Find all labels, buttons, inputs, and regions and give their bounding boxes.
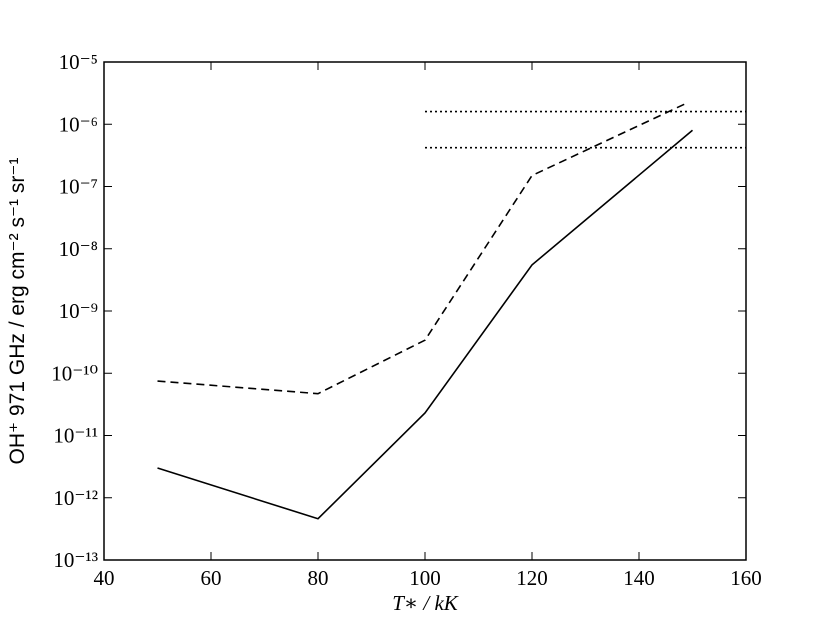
y-tick-label: 10⁻⁷ (59, 175, 98, 199)
line-series (157, 102, 688, 395)
y-tick-label: 10⁻¹³ (53, 548, 98, 572)
y-tick-label: 10⁻⁵ (59, 50, 98, 74)
x-tick-label: 80 (308, 566, 329, 590)
y-tick-label: 10⁻¹⁰ (51, 361, 98, 385)
x-tick-label: 100 (409, 566, 441, 590)
x-tick-label: 120 (516, 566, 548, 590)
x-tick-label: 40 (94, 566, 115, 590)
y-tick-label: 10⁻⁹ (59, 299, 98, 323)
y-axis-label: OH⁺ 971 GHz / erg cm⁻² s⁻¹ sr⁻¹ (6, 158, 29, 465)
y-tick-label: 10⁻¹¹ (53, 424, 98, 448)
y-tick-label: 10⁻⁸ (59, 237, 98, 261)
y-tick-label: 10⁻⁶ (59, 112, 98, 136)
x-tick-label: 140 (623, 566, 655, 590)
x-tick-label: 160 (730, 566, 762, 590)
y-tick-label: 10⁻¹² (53, 486, 98, 510)
x-tick-label: 60 (201, 566, 222, 590)
line-series (157, 129, 694, 520)
x-axis-label: T∗ / kK (392, 591, 459, 615)
plot-frame (103, 61, 747, 561)
